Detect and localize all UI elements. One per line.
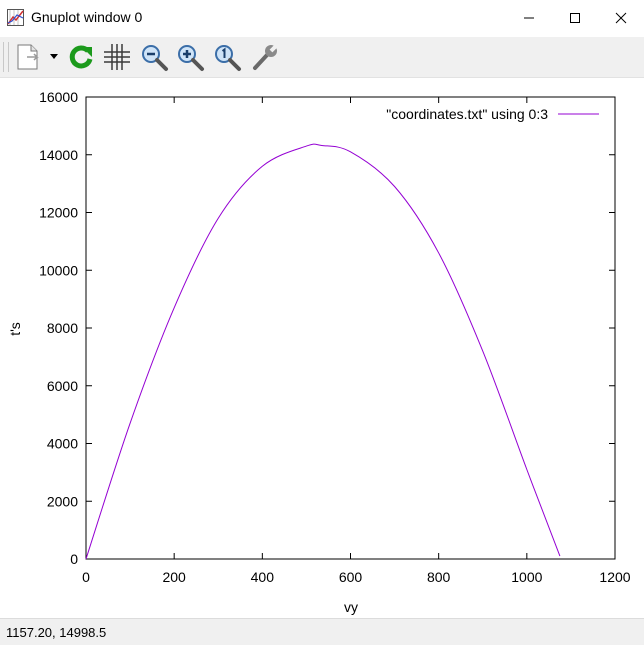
legend-label: "coordinates.txt" using 0:3 [386, 106, 548, 122]
x-tick-label: 200 [162, 569, 186, 585]
status-bar: 1157.20, 14998.5 [0, 618, 644, 645]
y-tick-label: 12000 [39, 205, 78, 221]
y-axis-label: t's [7, 322, 23, 336]
gnuplot-app-icon [7, 9, 24, 26]
y-tick-label: 2000 [47, 493, 78, 509]
zoom-in-icon [178, 45, 204, 71]
replot-icon [69, 45, 93, 69]
toolbar-grip[interactable] [3, 42, 9, 72]
y-tick-label: 0 [70, 551, 78, 567]
grid-icon [104, 44, 130, 70]
zoom-out-icon [142, 45, 168, 71]
y-tick-label: 16000 [39, 89, 78, 105]
minimize-icon [524, 17, 534, 19]
y-tick-label: 10000 [39, 262, 78, 278]
title-bar: Gnuplot window 0 [0, 0, 644, 36]
copy-to-clipboard-button[interactable] [12, 40, 46, 74]
unzoom-button[interactable] [210, 40, 244, 74]
zoom-reset-icon [215, 45, 241, 71]
zoom-previous-button[interactable] [137, 40, 171, 74]
minimize-button[interactable] [506, 0, 552, 36]
series-line [85, 143, 561, 560]
x-tick-label: 0 [82, 569, 90, 585]
y-tick-label: 6000 [47, 378, 78, 394]
dropdown-arrow-icon [50, 54, 58, 59]
x-tick-label: 400 [251, 569, 275, 585]
plot-area[interactable]: 0 200 400 600 800 1000 1200 0 2000 4000 6000 8000 1… [0, 78, 644, 618]
x-tick-label: 600 [339, 569, 363, 585]
maximize-icon [570, 13, 580, 23]
y-tick-label: 4000 [47, 436, 78, 452]
cursor-coordinates: 1157.20, 14998.5 [6, 625, 107, 640]
maximize-button[interactable] [552, 0, 598, 36]
replot-button[interactable] [64, 40, 98, 74]
close-button[interactable] [598, 0, 644, 36]
copy-icon [17, 44, 39, 70]
close-icon [615, 12, 627, 24]
y-tick-label: 14000 [39, 147, 78, 163]
x-tick-label: 800 [427, 569, 451, 585]
x-tick-label: 1200 [599, 569, 630, 585]
options-button[interactable] [248, 40, 282, 74]
gnuplot-chart[interactable]: 0 200 400 600 800 1000 1200 0 2000 4000 6000 8000 1… [0, 78, 644, 618]
x-tick-label: 1000 [511, 569, 542, 585]
y-tick-label: 8000 [47, 320, 78, 336]
toggle-grid-button[interactable] [100, 40, 134, 74]
zoom-next-button[interactable] [173, 40, 207, 74]
legend: "coordinates.txt" using 0:3 [386, 106, 599, 122]
toolbar [0, 37, 644, 78]
copy-options-dropdown[interactable] [47, 40, 61, 74]
settings-wrench-icon [253, 43, 279, 70]
window-title: Gnuplot window 0 [31, 9, 143, 25]
x-axis-label: vy [344, 599, 358, 615]
